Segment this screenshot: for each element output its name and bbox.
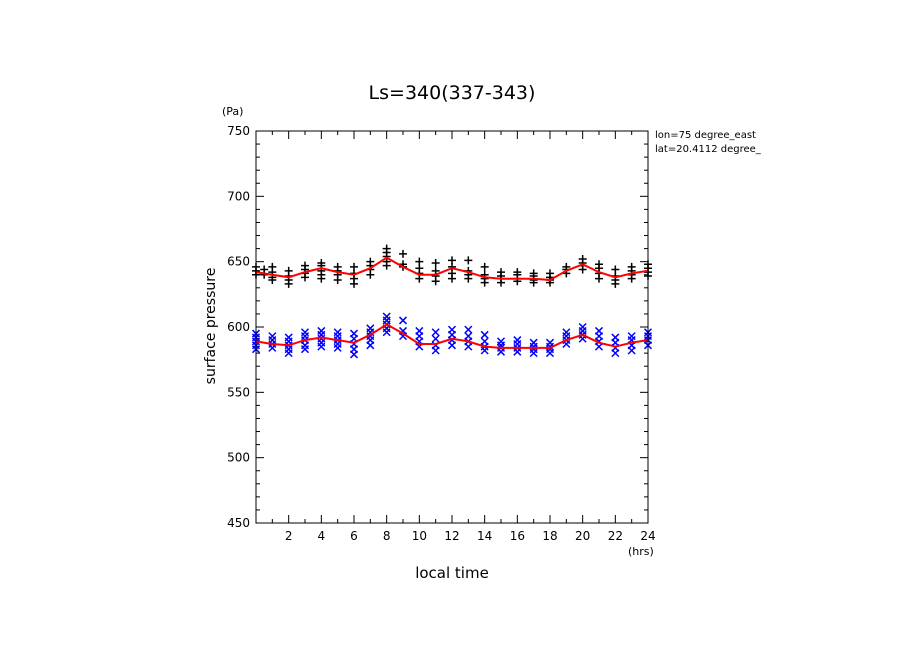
- plus-point: [415, 274, 424, 283]
- plus-point: [333, 275, 342, 284]
- y-tick-label: 750: [227, 124, 250, 138]
- x-tick-label: 14: [477, 529, 492, 543]
- y-tick-label: 550: [227, 385, 250, 399]
- cross-point: [480, 330, 489, 339]
- cross-point: [431, 346, 440, 355]
- plus-point: [464, 256, 473, 265]
- plus-point: [595, 274, 603, 283]
- x-tick-label: 6: [350, 529, 358, 543]
- cross-point: [464, 342, 473, 351]
- cross-point: [268, 343, 277, 352]
- cross-point: [464, 325, 473, 334]
- cross-point: [366, 341, 375, 350]
- y-unit-label: (Pa): [222, 105, 243, 118]
- x-tick-label: 2: [285, 529, 293, 543]
- cross-point: [545, 349, 555, 358]
- x-tick-label: 4: [318, 529, 326, 543]
- cross-point: [496, 347, 506, 356]
- lon-annotation: lon=75 degree_east: [655, 130, 756, 141]
- x-tick-label: 10: [412, 529, 427, 543]
- cross-point: [627, 346, 636, 355]
- lat-annotation: lat=20.4112 degree_: [655, 144, 762, 155]
- plus-point: [529, 278, 538, 287]
- plus-point: [480, 278, 489, 287]
- axis-ticks: 2 4 6 8 10 12 14 16 18 20 22 2445050055060065070075…: [227, 124, 656, 543]
- y-tick-label: 600: [227, 320, 250, 334]
- cross-point: [611, 349, 620, 358]
- plus-point: [350, 279, 358, 288]
- cross-point: [447, 341, 457, 350]
- cross-point: [398, 316, 408, 325]
- x-tick-label: 20: [575, 529, 590, 543]
- plus-point: [627, 274, 636, 283]
- cross-point: [333, 343, 342, 352]
- plus-point: [611, 279, 620, 288]
- plus-point: [497, 278, 505, 287]
- cross-point: [545, 342, 555, 351]
- plus-point: [480, 262, 489, 271]
- cross-point: [317, 342, 326, 351]
- cross-point: [529, 342, 538, 351]
- plus-point: [301, 273, 309, 282]
- plus-point: [578, 265, 587, 274]
- plot-marks: [251, 244, 653, 359]
- cross-point: [431, 328, 440, 337]
- y-tick-label: 650: [227, 255, 250, 269]
- x-unit-label: (hrs): [628, 545, 654, 558]
- cross-point: [349, 350, 359, 359]
- x-tick-label: 24: [640, 529, 655, 543]
- cross-point: [529, 349, 538, 358]
- cross-point: [382, 328, 391, 337]
- cross-point: [431, 334, 440, 343]
- plus-point: [464, 274, 473, 283]
- series-line: [255, 323, 649, 349]
- plus-point: [268, 275, 277, 284]
- chart-title: Ls=340(337-343): [369, 82, 536, 104]
- plus-point: [284, 279, 293, 288]
- cross-point: [480, 346, 489, 355]
- plus-point: [431, 277, 440, 286]
- cross-point: [300, 345, 310, 354]
- cross-point: [284, 349, 293, 358]
- y-tick-label: 700: [227, 189, 250, 203]
- x-tick-label: 22: [608, 529, 623, 543]
- y-tick-label: 450: [227, 516, 250, 530]
- plus-point: [448, 274, 456, 283]
- x-tick-label: 16: [510, 529, 525, 543]
- plus-point: [399, 249, 407, 258]
- plus-point: [366, 270, 375, 279]
- plot-frame: [255, 130, 649, 524]
- y-axis-label: surface pressure: [203, 268, 219, 385]
- x-tick-label: 18: [542, 529, 557, 543]
- y-tick-label: 500: [227, 451, 250, 465]
- plus-point: [382, 261, 391, 270]
- plus-point: [317, 274, 326, 283]
- x-axis-label: local time: [415, 564, 489, 582]
- x-tick-label: 8: [383, 529, 391, 543]
- x-tick-label: 12: [444, 529, 459, 543]
- plus-point: [431, 258, 440, 267]
- series-line: [255, 256, 649, 282]
- cross-point: [513, 347, 522, 356]
